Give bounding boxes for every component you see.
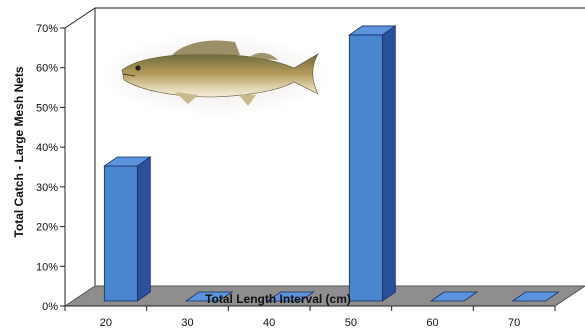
walleye-fish-image <box>100 33 330 117</box>
y-axis: 0% 10% 20% 30% 40% 50% 60% 70% <box>36 23 66 313</box>
bar <box>184 291 234 302</box>
x-tick-label: 30 <box>181 317 193 329</box>
bars <box>103 25 560 302</box>
bar-top <box>266 291 315 302</box>
y-tick-label: 60% <box>36 63 58 75</box>
bar-top <box>184 291 234 302</box>
y-tick-label: 30% <box>36 182 58 194</box>
bar-top <box>348 25 397 36</box>
x-tick-label: 70 <box>508 317 520 329</box>
bar-side <box>136 156 151 302</box>
bar <box>103 156 152 302</box>
bar-top <box>511 291 560 302</box>
y-tick-label: 0% <box>42 301 58 313</box>
x-tick-label: 60 <box>426 317 438 329</box>
bar <box>511 291 560 302</box>
x-tick-label: 40 <box>263 317 275 329</box>
y-tick-label: 40% <box>36 142 58 154</box>
y-tick-label: 20% <box>36 222 58 234</box>
y-tick-label: 70% <box>36 23 58 35</box>
y-tick-label: 50% <box>36 102 58 114</box>
x-axis: 20 30 40 50 60 70 <box>64 305 556 329</box>
x-axis-title: Total Length Interval (cm) <box>205 292 351 306</box>
bar-side <box>381 25 396 302</box>
bar <box>348 25 397 302</box>
x-tick-label: 50 <box>345 317 357 329</box>
bar-top <box>429 291 479 302</box>
x-tick-label: 20 <box>100 317 112 329</box>
frame-top-left-edge <box>64 7 96 29</box>
bar <box>429 291 479 302</box>
chart-frame <box>64 7 585 286</box>
y-axis-title: Total Catch - Large Mesh Nets <box>12 66 26 237</box>
bar-front <box>348 34 383 302</box>
bar-front <box>103 165 138 302</box>
y-tick-label: 10% <box>36 261 58 273</box>
bar <box>266 291 315 302</box>
bar-top <box>103 156 152 167</box>
